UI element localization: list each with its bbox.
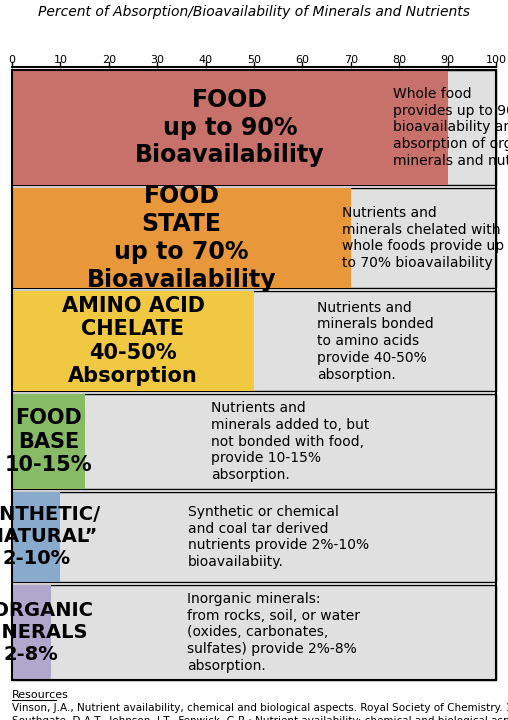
Text: FOOD
BASE
10-15%: FOOD BASE 10-15% [5, 408, 92, 474]
Bar [12, 394, 496, 489]
Text: AMINO ACID
CHELATE
40-50%
Absorption: AMINO ACID CHELATE 40-50% Absorption [61, 296, 205, 386]
Bar [12, 585, 496, 680]
Bar [12, 188, 351, 288]
Bar [12, 492, 496, 582]
Text: 40: 40 [199, 55, 213, 65]
Text: Nutrients and
minerals chelated with
whole foods provide up
to 70% bioavailabili: Nutrients and minerals chelated with who… [342, 206, 504, 270]
Text: 50: 50 [247, 55, 261, 65]
Text: 30: 30 [150, 55, 164, 65]
Text: 100: 100 [486, 55, 506, 65]
Bar [12, 188, 496, 288]
Text: 60: 60 [295, 55, 309, 65]
Text: 20: 20 [102, 55, 116, 65]
Text: Synthetic or chemical
and coal tar derived
nutrients provide 2%-10%
bioavailabii: Synthetic or chemical and coal tar deriv… [187, 505, 369, 569]
Text: Inorganic minerals:
from rocks, soil, or water
(oxides, carbonates,
sulfates) pr: Inorganic minerals: from rocks, soil, or… [187, 592, 360, 673]
Text: Percent of Absorption/Bioavailability of Minerals and Nutrients: Percent of Absorption/Bioavailability of… [38, 5, 470, 19]
Bar [12, 70, 496, 680]
Text: 10: 10 [53, 55, 68, 65]
Text: 70: 70 [344, 55, 358, 65]
Bar [12, 70, 496, 185]
Text: INORGANIC
MINERALS
2-8%: INORGANIC MINERALS 2-8% [0, 601, 93, 664]
Text: 90: 90 [440, 55, 455, 65]
Text: FOOD
up to 90%
Bioavailability: FOOD up to 90% Bioavailability [135, 88, 325, 167]
Bar [12, 394, 85, 489]
Bar [12, 291, 254, 391]
Text: 80: 80 [392, 55, 406, 65]
Text: Nutrients and
minerals added to, but
not bonded with food,
provide 10-15%
absorp: Nutrients and minerals added to, but not… [211, 401, 369, 482]
Text: FOOD
STATE
up to 70%
Bioavailability: FOOD STATE up to 70% Bioavailability [86, 184, 276, 292]
Text: Whole food
provides up to 90%
bioavailability and
absorption of organic
minerals: Whole food provides up to 90% bioavailab… [393, 87, 508, 168]
Bar [12, 291, 496, 391]
Text: SYNTHETIC/
“NATURAL”
2-10%: SYNTHETIC/ “NATURAL” 2-10% [0, 505, 101, 569]
Text: Vinson, J.A., Nutrient availability, chemical and biological aspects. Royal Soci: Vinson, J.A., Nutrient availability, che… [12, 703, 508, 720]
Text: 0: 0 [9, 55, 16, 65]
Text: Nutrients and
minerals bonded
to amino acids
provide 40-50%
absorption.: Nutrients and minerals bonded to amino a… [316, 300, 433, 382]
Text: Resources: Resources [12, 690, 69, 700]
Bar [12, 70, 448, 185]
Bar [12, 492, 60, 582]
Bar [12, 585, 51, 680]
